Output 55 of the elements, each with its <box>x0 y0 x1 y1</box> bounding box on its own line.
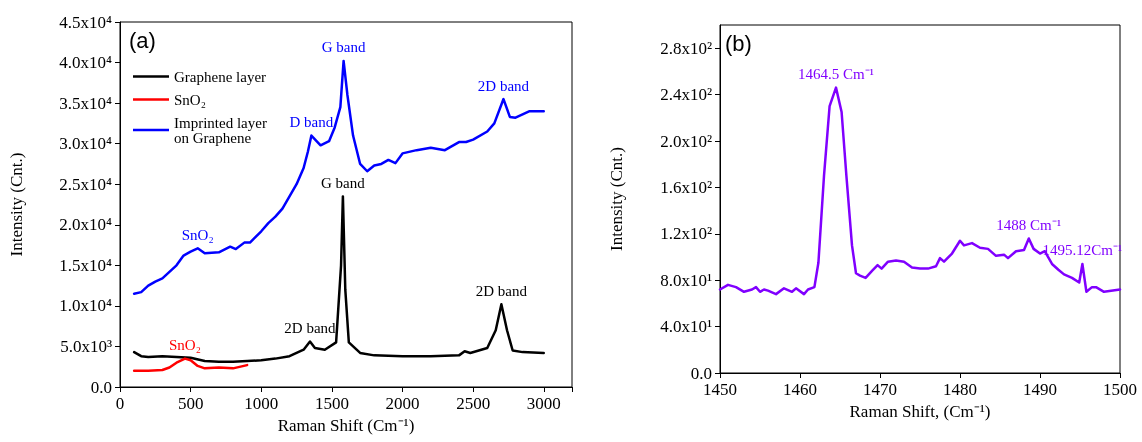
x-tick-label: 2000 <box>385 394 420 413</box>
y-tick-label: 3.5x10⁴ <box>59 93 113 113</box>
y-tick-label: 2.5x10⁴ <box>59 174 113 194</box>
x-tick-label: 2500 <box>456 394 491 413</box>
line-series <box>132 59 545 295</box>
line-series <box>132 195 545 364</box>
legend-label: Graphene layer <box>174 68 267 85</box>
x-tick-label: 1460 <box>783 380 817 399</box>
y-tick-label: 1.5x10⁴ <box>59 255 113 275</box>
y-tick-label: 4.0x10¹ <box>660 317 712 337</box>
y-tick-label: 8.0x10¹ <box>660 270 712 290</box>
annotation: G band <box>321 174 366 191</box>
line-series <box>718 86 1122 296</box>
chart-title: (b) <box>725 30 752 56</box>
x-axis-title: Raman Shift, (Cm⁻¹) <box>849 402 991 421</box>
annotation: SnO₂ <box>181 226 214 243</box>
annotation: 2D band <box>477 77 530 94</box>
x-tick-label: 1000 <box>244 394 279 413</box>
y-tick-label: 3.0x10⁴ <box>59 134 113 154</box>
y-tick-label: 0.0 <box>90 377 112 397</box>
y-tick-label: 1.6x10² <box>660 177 712 197</box>
annotation: 2D band <box>475 282 528 299</box>
x-tick-label: 0 <box>115 394 125 413</box>
x-axis-title: Raman Shift (Cm⁻¹) <box>277 416 415 435</box>
y-tick-label: 0.0 <box>690 363 712 383</box>
y-tick-label: 2.8x10² <box>660 38 712 58</box>
y-tick-label: 5.0x10³ <box>60 336 112 356</box>
legend-label: SnO₂ <box>174 91 206 108</box>
annotation: 2D band <box>284 320 337 337</box>
y-tick-label: 2.0x10² <box>660 131 712 151</box>
x-tick-label: 1470 <box>863 380 897 399</box>
x-tick-label: 3000 <box>526 394 561 413</box>
annotation: 1495.12Cm⁻¹ <box>1042 242 1123 259</box>
x-tick-label: 1450 <box>703 380 737 399</box>
annotation: SnO₂ <box>169 337 201 354</box>
legend-label: Imprinted layer on Graphene <box>174 114 267 146</box>
x-tick-label: 1500 <box>1103 380 1137 399</box>
y-tick-label: 2.4x10² <box>660 85 712 105</box>
annotation: G band <box>321 39 366 56</box>
x-tick-label: 1480 <box>943 380 977 399</box>
y-axis-title: Intensity (Cnt.) <box>607 147 626 251</box>
y-tick-label: 1.2x10² <box>660 224 712 244</box>
y-axis-title: Intensity (Cnt.) <box>7 152 26 257</box>
y-tick-label: 2.0x10⁴ <box>59 215 113 235</box>
y-tick-label: 4.0x10⁴ <box>59 53 113 73</box>
x-tick-label: 1500 <box>314 394 349 413</box>
x-tick-label: 1490 <box>1023 380 1057 399</box>
y-tick-label: 1.0x10⁴ <box>59 296 113 316</box>
y-tick-label: 4.5x10⁴ <box>59 12 113 32</box>
annotation: 1488 Cm⁻¹ <box>996 216 1062 233</box>
x-tick-label: 500 <box>177 394 204 413</box>
chart-title: (a) <box>129 27 156 53</box>
annotation: 1464.5 Cm⁻¹ <box>797 66 875 83</box>
annotation: D band <box>289 114 334 131</box>
line-series <box>132 357 249 373</box>
